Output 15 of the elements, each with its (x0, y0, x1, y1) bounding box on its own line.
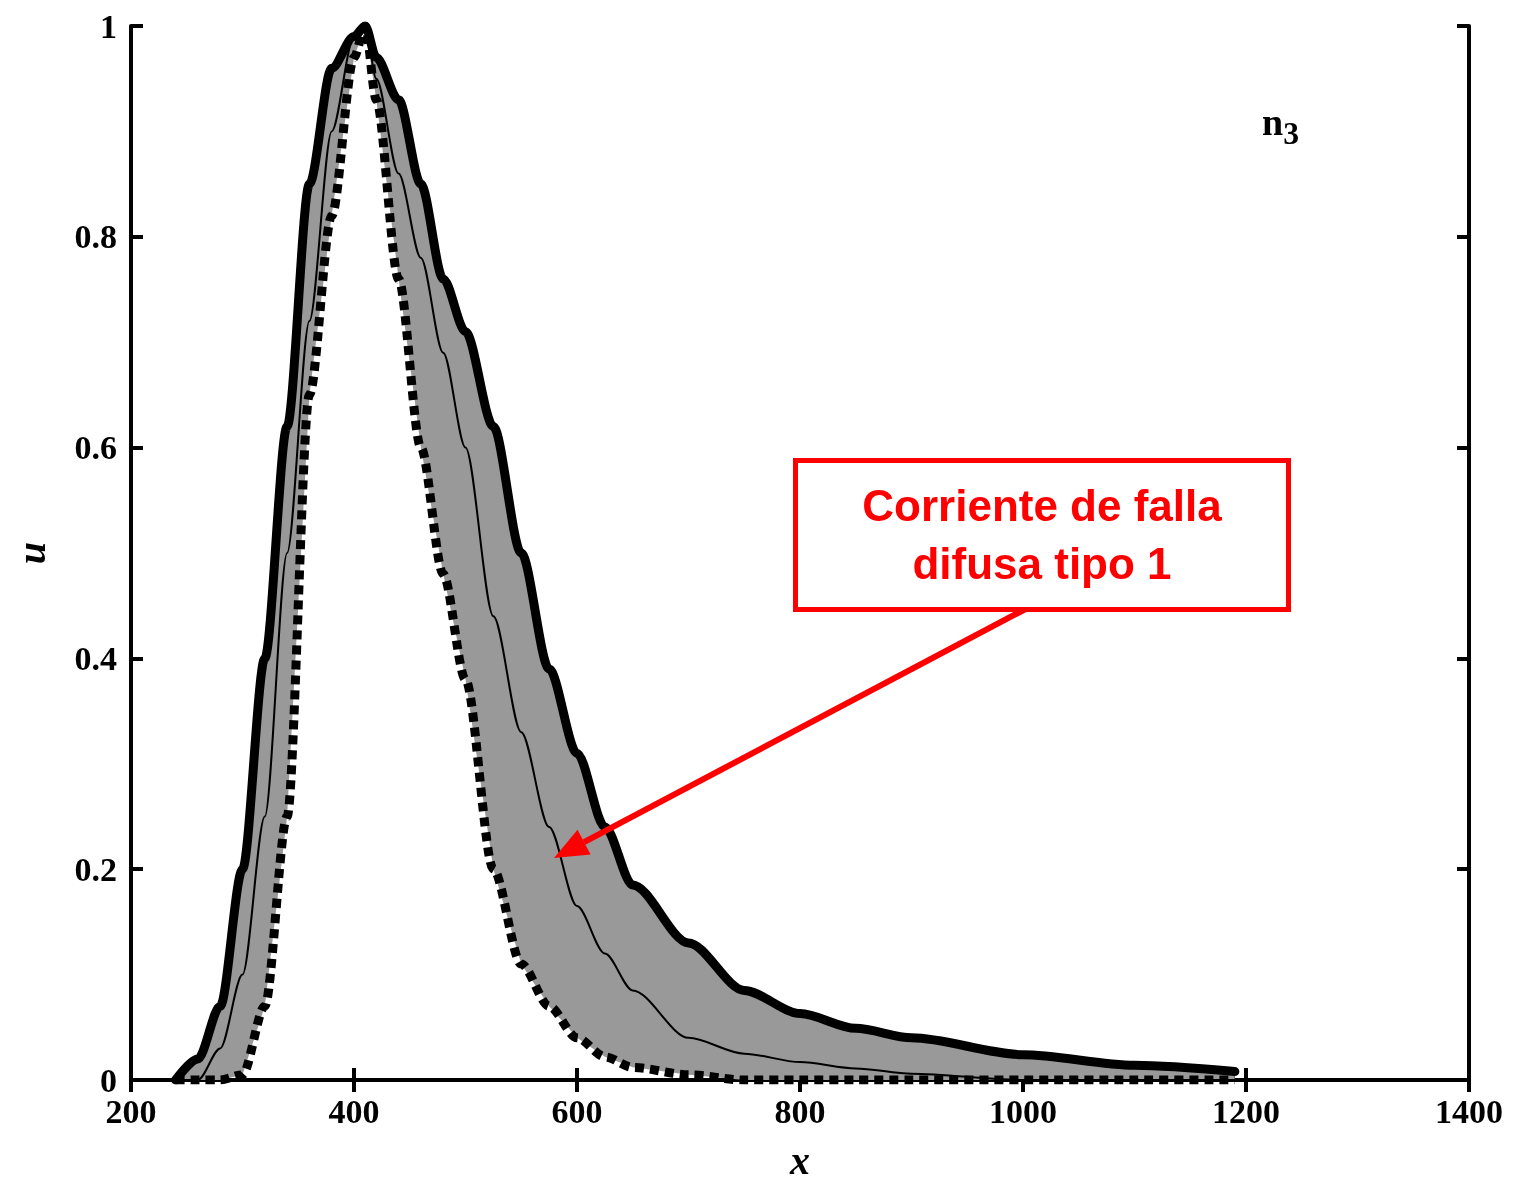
x-tick-label: 600 (551, 1092, 603, 1130)
x-axis-title: x (789, 1137, 810, 1183)
x-tick-label: 1400 (1435, 1092, 1503, 1130)
y-tick-label: 0.6 (74, 429, 117, 467)
x-tick-label: 1000 (989, 1092, 1057, 1130)
x-tick-label: 400 (328, 1092, 380, 1130)
x-tick-label: 1200 (1212, 1092, 1280, 1130)
y-tick-label: 0.8 (74, 218, 117, 256)
annotation: n$_{3}$ (1262, 100, 1299, 152)
y-tick-label: 0.2 (74, 850, 117, 888)
annotation: Corriente de falla difusa tipo 1 (793, 458, 1291, 612)
y-tick-label: 0.4 (74, 639, 117, 677)
x-tick-label: 800 (774, 1092, 826, 1130)
y-axis-title: u (8, 541, 54, 565)
y-tick-label: 1 (100, 7, 117, 45)
